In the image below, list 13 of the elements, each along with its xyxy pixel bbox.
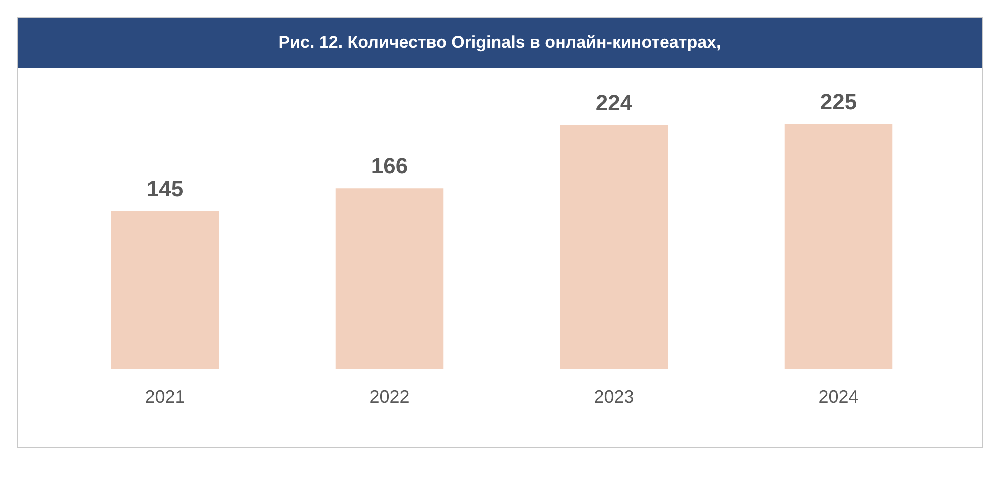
bar [784,124,893,370]
bar [111,211,220,370]
data-label: 166 [371,154,408,179]
x-tick-label: 2021 [145,387,186,408]
x-tick-label: 2022 [370,387,410,408]
bar [336,188,444,370]
data-label: 225 [820,89,858,114]
data-label: 145 [146,176,184,202]
data-label: 224 [596,90,634,116]
x-tick-label: 2024 [818,387,859,408]
chart-title: Рис. 12. Количество Originals в онлайн-кинотеатрах, [18,18,982,68]
x-tick-label: 2023 [594,387,634,408]
bar [560,125,668,370]
